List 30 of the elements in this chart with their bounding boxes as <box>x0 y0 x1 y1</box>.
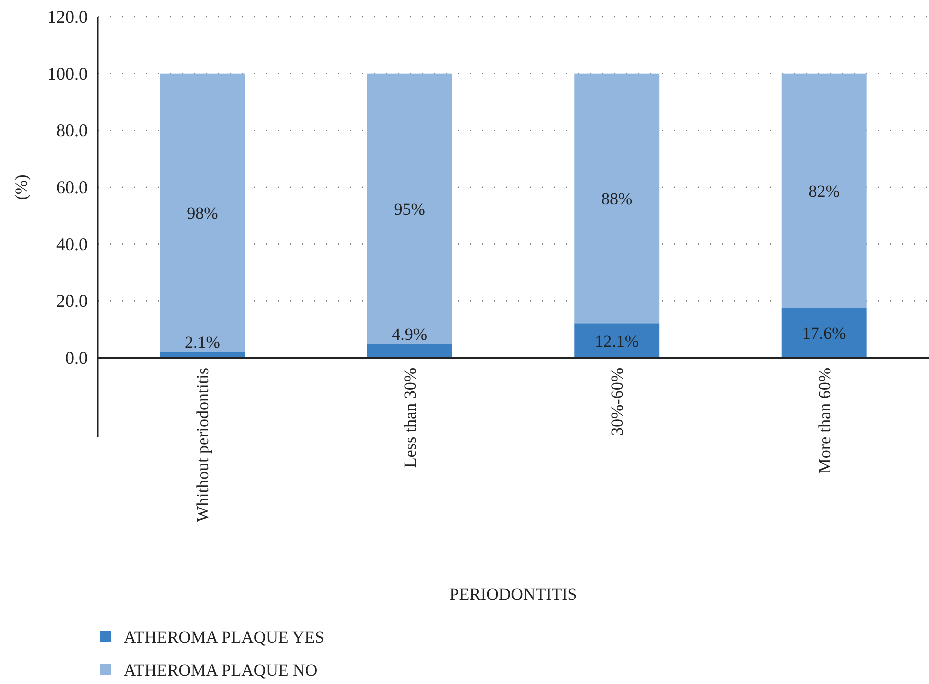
legend-label: ATHEROMA PLAQUE YES <box>124 628 325 647</box>
bar <box>367 344 452 358</box>
data-label: 82% <box>808 182 840 201</box>
data-label: 17.6% <box>802 324 846 343</box>
data-label: 4.9% <box>392 325 428 344</box>
bar <box>782 308 867 358</box>
y-tick-label: 20.0 <box>56 291 88 312</box>
data-label: 98% <box>187 204 218 223</box>
y-tick-label: 40.0 <box>56 234 88 254</box>
data-label: 2.1% <box>184 333 220 352</box>
bar <box>574 324 660 358</box>
legend-label: ATHEROMA PLAQUE NO <box>124 661 318 680</box>
x-tick-label: More than 60% <box>815 368 834 474</box>
x-tick-label: Less than 30% <box>400 368 420 468</box>
bar <box>160 74 246 352</box>
bar <box>782 74 867 308</box>
y-tick-label: 120.0 <box>48 7 88 27</box>
data-label: 88% <box>602 190 633 209</box>
bar <box>367 74 452 344</box>
y-tick-label: 100.0 <box>48 64 88 84</box>
bar <box>574 74 660 324</box>
data-label: 95% <box>394 200 426 219</box>
x-axis-title: PERIODONTITIS <box>450 585 578 604</box>
y-axis-title: (%) <box>12 174 31 200</box>
data-label: 12.1% <box>595 332 640 351</box>
x-tick-label: Whithout periodontitis <box>194 368 213 522</box>
y-tick-label: 60.0 <box>56 178 88 198</box>
x-tick-label: 30%-60% <box>608 368 628 436</box>
y-tick-label: 0.0 <box>66 348 88 368</box>
y-tick-label: 80.0 <box>56 120 88 141</box>
